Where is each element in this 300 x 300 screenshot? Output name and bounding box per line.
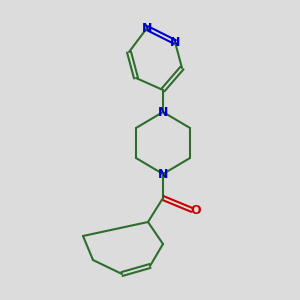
Text: N: N — [158, 167, 168, 181]
Text: N: N — [158, 106, 168, 118]
Text: N: N — [142, 22, 152, 34]
Text: O: O — [191, 203, 201, 217]
Text: N: N — [170, 35, 180, 49]
